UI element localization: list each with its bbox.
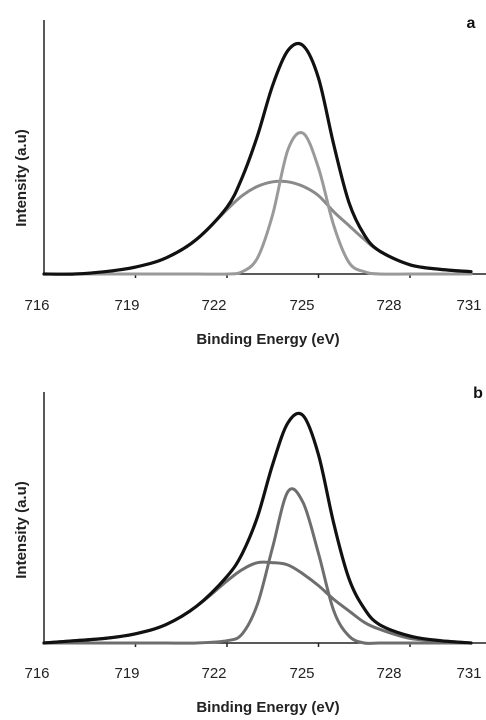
panel-label: a <box>467 15 476 32</box>
series-line-envelope <box>42 41 473 276</box>
x-tick-label: 719 <box>114 665 139 682</box>
x-axis-label: Binding Energy (eV) <box>196 331 339 348</box>
x-tick-label: 716 <box>24 297 49 314</box>
panel-label: b <box>473 385 483 402</box>
x-tick-label: 716 <box>24 665 49 682</box>
panel-b: 716 719 722 725 728 731 Binding Energy (eV) Int… <box>13 385 486 716</box>
x-tick-label: 722 <box>201 297 226 314</box>
x-tick-label: 728 <box>376 297 401 314</box>
x-tick-label: 725 <box>289 665 314 682</box>
x-tick-label: 722 <box>201 665 226 682</box>
y-axis-label: Intensity (a.u) <box>13 481 30 579</box>
x-tick-label: 731 <box>456 665 481 682</box>
panel-a: 716 719 722 725 728 731 Binding Energy (eV) Int… <box>13 15 486 348</box>
x-tick-label: 731 <box>456 297 481 314</box>
x-axis-label: Binding Energy (eV) <box>196 699 339 716</box>
x-tick-label: 719 <box>114 297 139 314</box>
x-tick-label: 725 <box>289 297 314 314</box>
y-axis-label: Intensity (a.u) <box>13 129 30 227</box>
series-line-narrow <box>42 487 473 645</box>
series-line-narrow <box>42 131 473 276</box>
series-line-envelope <box>42 411 473 645</box>
x-tick-label: 728 <box>376 665 401 682</box>
